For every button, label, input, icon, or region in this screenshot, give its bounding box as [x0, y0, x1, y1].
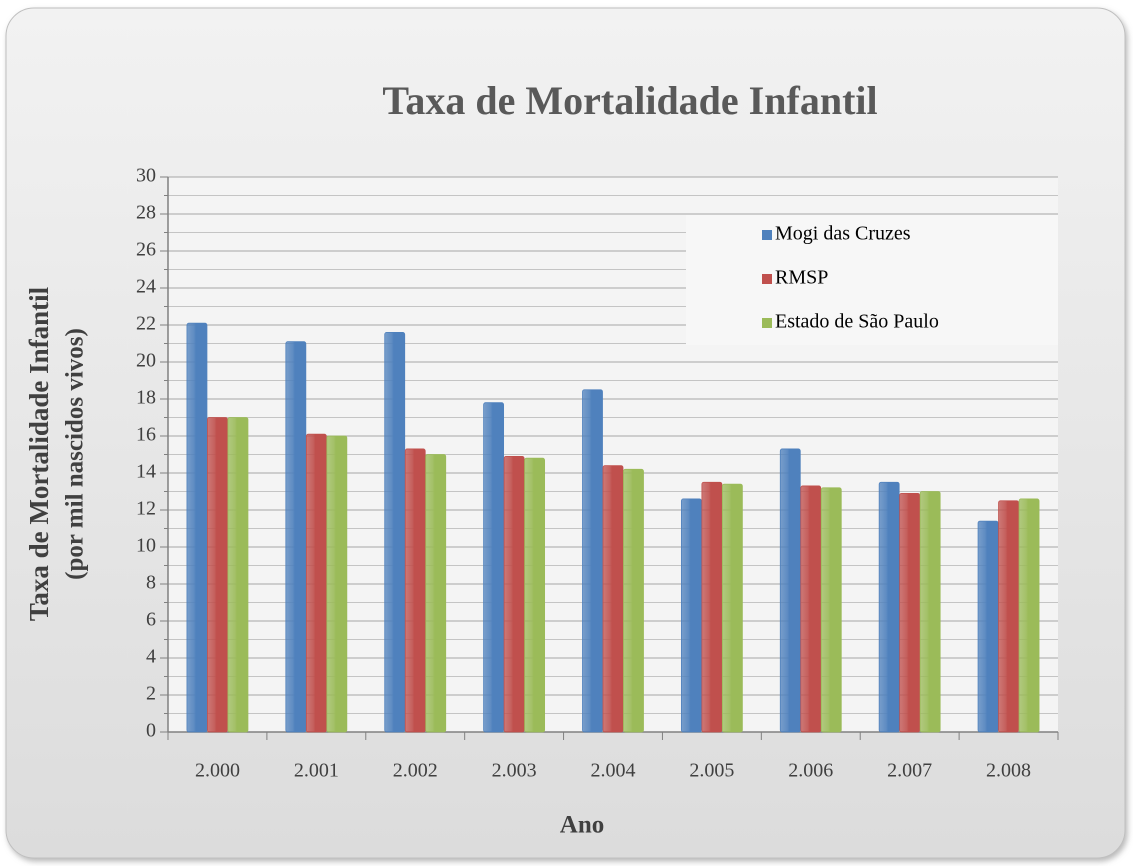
x-tick-label: 2.008 — [986, 760, 1031, 782]
bar — [623, 468, 644, 733]
bar — [186, 322, 208, 733]
y-tick-label: 18 — [136, 387, 156, 409]
legend-label: Mogi das Cruzes — [775, 223, 911, 245]
bar — [483, 402, 505, 733]
x-tick-label: 2.007 — [887, 760, 932, 782]
y-tick-label: 30 — [136, 165, 156, 187]
legend-swatch — [762, 274, 772, 284]
bar — [326, 435, 348, 733]
chart-title: Taxa de Mortalidade Infantil — [382, 78, 877, 123]
bar — [998, 500, 1019, 733]
bar — [899, 492, 921, 733]
bar — [800, 485, 822, 733]
bar — [919, 491, 941, 733]
bar — [701, 481, 723, 733]
y-tick-label: 26 — [136, 239, 156, 261]
x-axis-label: Ano — [560, 812, 604, 839]
bar — [977, 520, 999, 733]
y-tick-label: 24 — [136, 276, 156, 298]
bar — [582, 389, 603, 733]
x-tick-label: 2.000 — [195, 760, 240, 782]
bar — [1018, 498, 1040, 733]
y-tick-label: 20 — [136, 350, 156, 372]
bar — [779, 448, 801, 733]
y-tick-label: 6 — [146, 609, 156, 631]
bar — [524, 457, 546, 733]
x-tick-label: 2.005 — [689, 760, 734, 782]
bar — [425, 454, 447, 733]
x-tick-label: 2.002 — [393, 760, 438, 782]
x-tick-label: 2.003 — [492, 760, 537, 782]
bar — [878, 481, 900, 733]
bar — [285, 341, 307, 733]
bar — [503, 455, 525, 733]
bar — [207, 417, 228, 733]
bar — [305, 433, 327, 733]
bar — [820, 487, 842, 733]
y-tick-label: 12 — [136, 498, 156, 520]
bar — [602, 465, 624, 733]
y-axis-label: Taxa de Mortalidade Infantil — [24, 286, 54, 621]
bar — [680, 498, 702, 733]
bar — [721, 483, 743, 733]
y-axis-label: (por mil nascidos vivos) — [62, 328, 89, 580]
y-tick-label: 10 — [136, 535, 156, 557]
y-tick-label: 4 — [146, 646, 156, 668]
x-tick-label: 2.004 — [591, 760, 636, 782]
y-tick-label: 22 — [136, 313, 156, 335]
x-tick-label: 2.006 — [788, 760, 833, 782]
y-tick-label: 2 — [146, 683, 156, 705]
y-tick-label: 16 — [136, 424, 156, 446]
legend-swatch — [762, 318, 772, 328]
legend-label: RMSP — [775, 267, 828, 289]
bar — [227, 417, 249, 733]
x-tick-label: 2.001 — [294, 760, 339, 782]
y-tick-label: 14 — [136, 461, 156, 483]
legend-box — [686, 215, 1058, 345]
bar — [384, 331, 406, 733]
y-tick-label: 28 — [136, 202, 156, 224]
y-tick-label: 8 — [146, 572, 156, 594]
bar — [404, 448, 426, 733]
y-tick-label: 0 — [146, 720, 156, 742]
legend-label: Estado de São Paulo — [775, 311, 939, 333]
legend-swatch — [762, 230, 772, 240]
